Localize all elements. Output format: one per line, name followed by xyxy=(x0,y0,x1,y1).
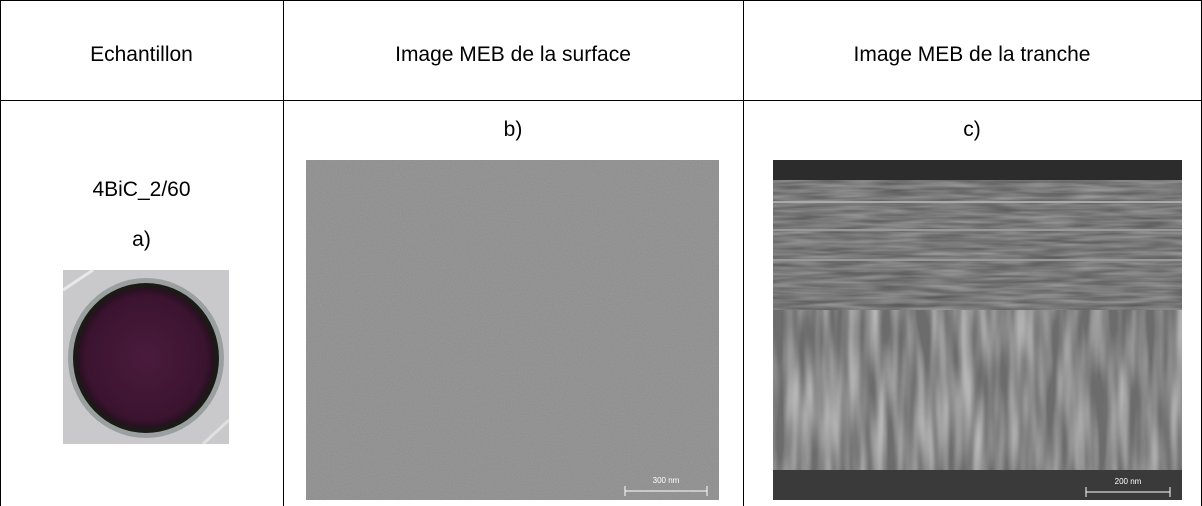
table-border xyxy=(0,100,1202,101)
table-border xyxy=(0,0,1,506)
figure-label: c) xyxy=(963,118,981,141)
figure-label: b) xyxy=(503,118,523,141)
sample-name: 4BiC_2/60 xyxy=(92,178,191,201)
table-border xyxy=(0,0,1202,1)
header-cell: Image MEB de la surface xyxy=(395,43,631,66)
table-border xyxy=(283,0,284,506)
scale-bar-label: 300 nm xyxy=(653,476,680,485)
figure-label: a) xyxy=(132,228,151,251)
sem-cross-section-image: 200 nm xyxy=(773,160,1182,500)
sample-photo xyxy=(63,270,229,444)
sem-surface-image: 300 nm xyxy=(306,160,719,500)
table-border xyxy=(743,0,744,506)
header-cell: Image MEB de la tranche xyxy=(853,43,1091,66)
scale-bar-label: 200 nm xyxy=(1115,477,1142,486)
header-cell: Echantillon xyxy=(90,43,193,66)
